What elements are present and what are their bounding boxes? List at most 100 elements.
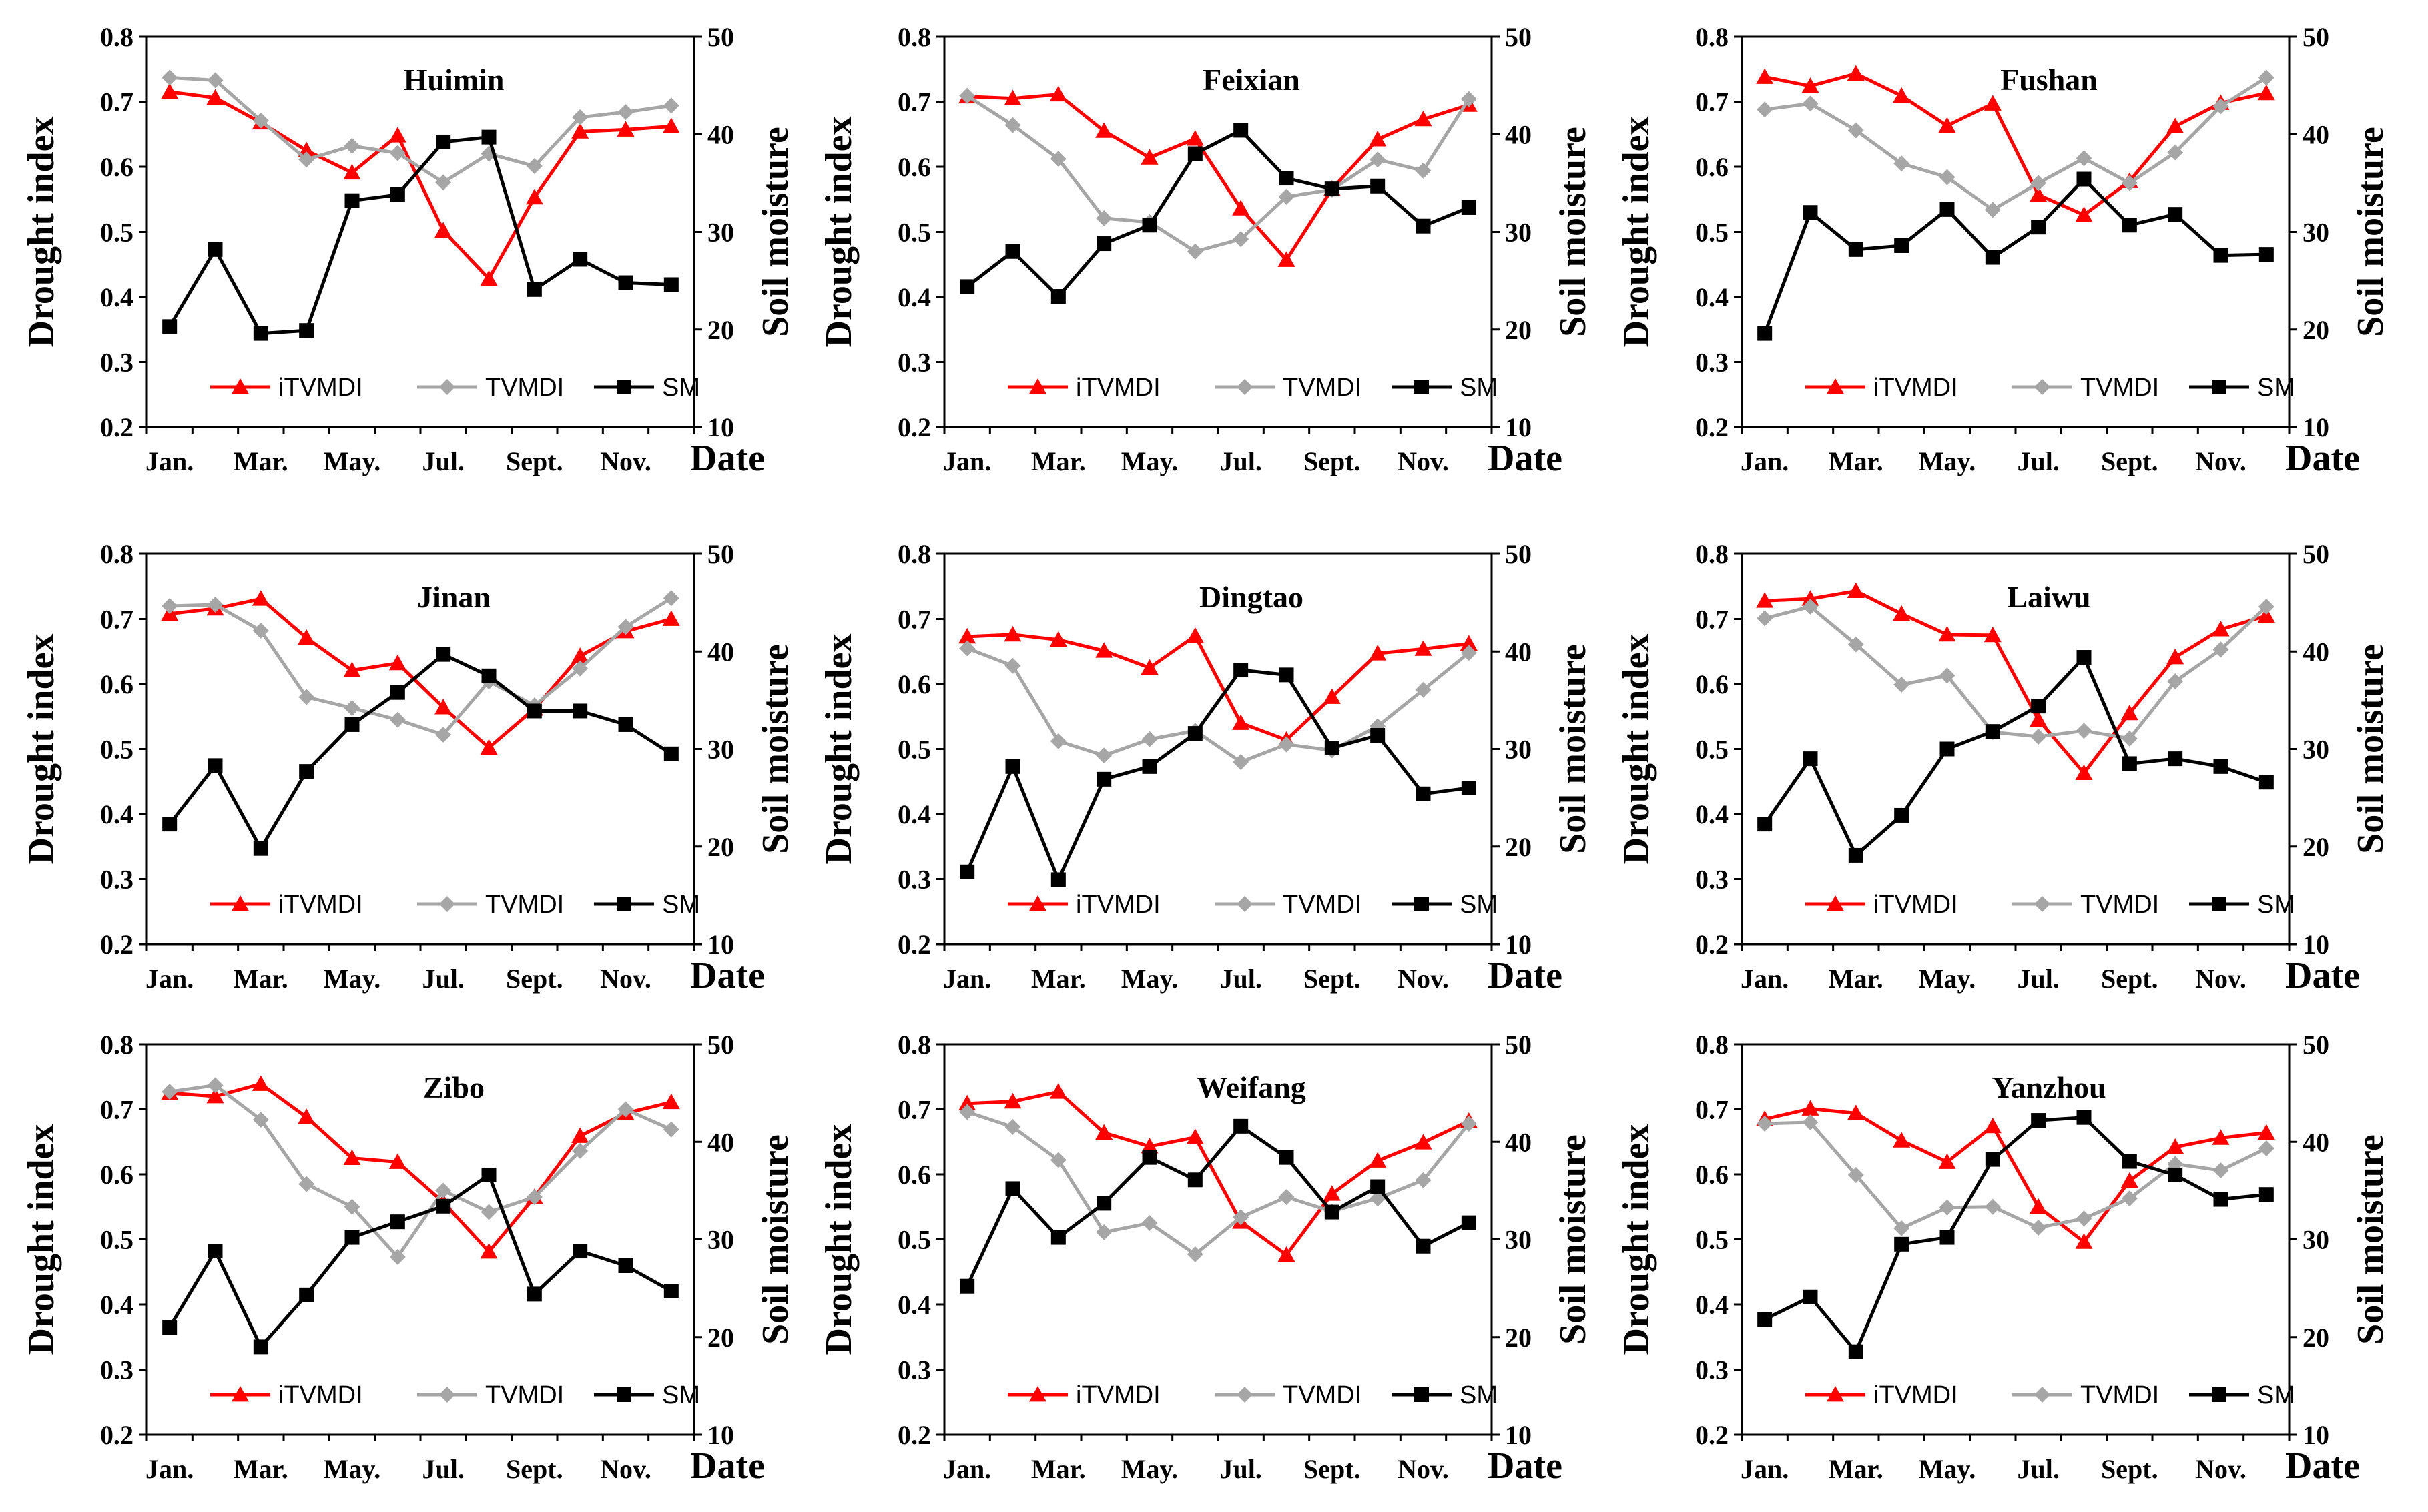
point-sm: [1187, 726, 1203, 741]
series-line-itvmdi: [1764, 1107, 2267, 1244]
point-tvmdi: [2258, 69, 2274, 86]
point-sm: [2168, 207, 2183, 222]
point-sm: [1757, 326, 1773, 341]
point-tvmdi: [435, 1182, 452, 1199]
point-tvmdi: [435, 174, 452, 191]
point-itvmdi: [480, 1243, 498, 1259]
point-itvmdi: [1369, 1152, 1387, 1168]
series-line-itvmdi: [1764, 72, 2267, 217]
right-axis-title: Soil moisture: [755, 127, 796, 337]
station-title: Zibo: [423, 1070, 485, 1104]
right-tick-label: 10: [2303, 929, 2329, 960]
legend-label-itvmdi: iTVMDI: [278, 891, 363, 919]
point-sm: [1757, 817, 1773, 832]
point-sm: [208, 1244, 223, 1259]
left-tick-label: 0.5: [100, 735, 133, 765]
series-line-tvmdi: [1765, 1120, 2267, 1230]
point-sm: [527, 282, 542, 297]
left-tick-label: 0.5: [1695, 218, 1729, 248]
point-tvmdi: [2121, 730, 2138, 747]
x-tick-label: Jan.: [1741, 1454, 1789, 1484]
point-sm: [2258, 775, 2274, 790]
legend-label-tvmdi: TVMDI: [2080, 374, 2159, 402]
legend-label-tvmdi: TVMDI: [1283, 1381, 1361, 1409]
x-tick-label: Jul.: [422, 446, 464, 476]
point-sm: [663, 277, 679, 292]
point-sm: [436, 647, 451, 662]
right-tick-label: 20: [1505, 1322, 1532, 1353]
x-tick-label: Jul.: [1219, 446, 1261, 476]
legend-label-itvmdi: iTVMDI: [1076, 1381, 1161, 1409]
point-tvmdi: [1984, 1198, 2001, 1215]
left-tick-label: 0.4: [100, 282, 133, 312]
point-tvmdi: [1802, 598, 1819, 615]
point-tvmdi: [2258, 1140, 2274, 1156]
point-itvmdi: [1984, 626, 2002, 643]
x-tick-label: May.: [324, 1454, 381, 1484]
left-tick-label: 0.4: [1695, 799, 1729, 829]
left-tick-label: 0.3: [898, 1355, 931, 1385]
legend-marker-itvmdi: [1827, 378, 1844, 394]
left-tick-label: 0.3: [100, 865, 133, 895]
x-tick-label: Sept.: [506, 446, 563, 476]
point-sm: [1050, 289, 1066, 304]
point-itvmdi: [2166, 117, 2184, 133]
point-sm: [390, 1214, 405, 1230]
left-tick-label: 0.3: [1695, 348, 1729, 378]
point-itvmdi: [1756, 592, 1774, 608]
point-tvmdi: [1050, 1152, 1067, 1168]
point-itvmdi: [2120, 1172, 2138, 1188]
point-sm: [1142, 1150, 1157, 1165]
point-sm: [1461, 781, 1476, 795]
legend-label-sm: SM: [1460, 1381, 1498, 1409]
point-sm: [1279, 1150, 1294, 1165]
x-tick-label: Mar.: [1829, 1454, 1883, 1484]
series-line-itvmdi: [967, 93, 1470, 262]
legend-label-sm: SM: [662, 891, 700, 919]
left-tick-label: 0.3: [100, 1355, 133, 1385]
point-itvmdi: [298, 141, 316, 158]
left-tick-label: 0.4: [1695, 282, 1729, 312]
point-tvmdi: [959, 87, 976, 104]
point-sm: [1985, 250, 2000, 265]
left-axis-title: Drought index: [21, 117, 62, 348]
point-sm: [2168, 1167, 2183, 1182]
legend-marker-tvmdi: [2034, 379, 2050, 395]
point-itvmdi: [1141, 659, 1159, 675]
right-tick-label: 50: [2303, 22, 2329, 52]
point-tvmdi: [526, 158, 543, 175]
point-sm: [1370, 728, 1386, 743]
legend-marker-tvmdi: [2034, 896, 2050, 912]
right-tick-label: 40: [707, 637, 734, 667]
point-tvmdi: [959, 1104, 976, 1120]
x-tick-label: Mar.: [234, 964, 288, 994]
series-line-tvmdi: [966, 94, 1470, 254]
series-line-sm: [966, 128, 1470, 298]
right-tick-label: 40: [2303, 1127, 2329, 1157]
right-tick-label: 30: [1505, 735, 1532, 765]
point-itvmdi: [1004, 89, 1022, 106]
point-itvmdi: [1323, 1185, 1341, 1201]
legend-label-sm: SM: [2257, 891, 2295, 919]
point-itvmdi: [1004, 625, 1022, 642]
point-tvmdi: [1004, 1118, 1021, 1135]
series-line-sm: [1763, 655, 2267, 857]
legend-marker-sm: [617, 897, 631, 911]
point-sm: [208, 242, 223, 257]
x-tick-label: Sept.: [2101, 446, 2158, 476]
legend-label-tvmdi: TVMDI: [1283, 891, 1361, 919]
series-line-sm: [1763, 177, 2266, 334]
point-itvmdi: [480, 739, 498, 755]
point-sm: [2213, 1192, 2228, 1207]
point-sm: [299, 323, 314, 338]
point-tvmdi: [207, 597, 224, 613]
point-itvmdi: [434, 222, 452, 238]
right-tick-label: 10: [1505, 412, 1532, 442]
point-sm: [253, 326, 268, 341]
point-sm: [162, 817, 178, 832]
point-itvmdi: [2212, 1129, 2230, 1145]
x-tick-label: May.: [324, 446, 381, 476]
panel-zibo: 0.2 0.3 0.4 0.5 0.6 0.7 0.8 10 20 30 40 50 Jan. Mar. M…: [21, 1030, 796, 1487]
right-tick-label: 30: [1505, 218, 1532, 248]
panel-jinan: 0.2 0.3 0.4 0.5 0.6 0.7 0.8 10 20 30 40 50 Jan. Mar. M…: [21, 539, 796, 996]
